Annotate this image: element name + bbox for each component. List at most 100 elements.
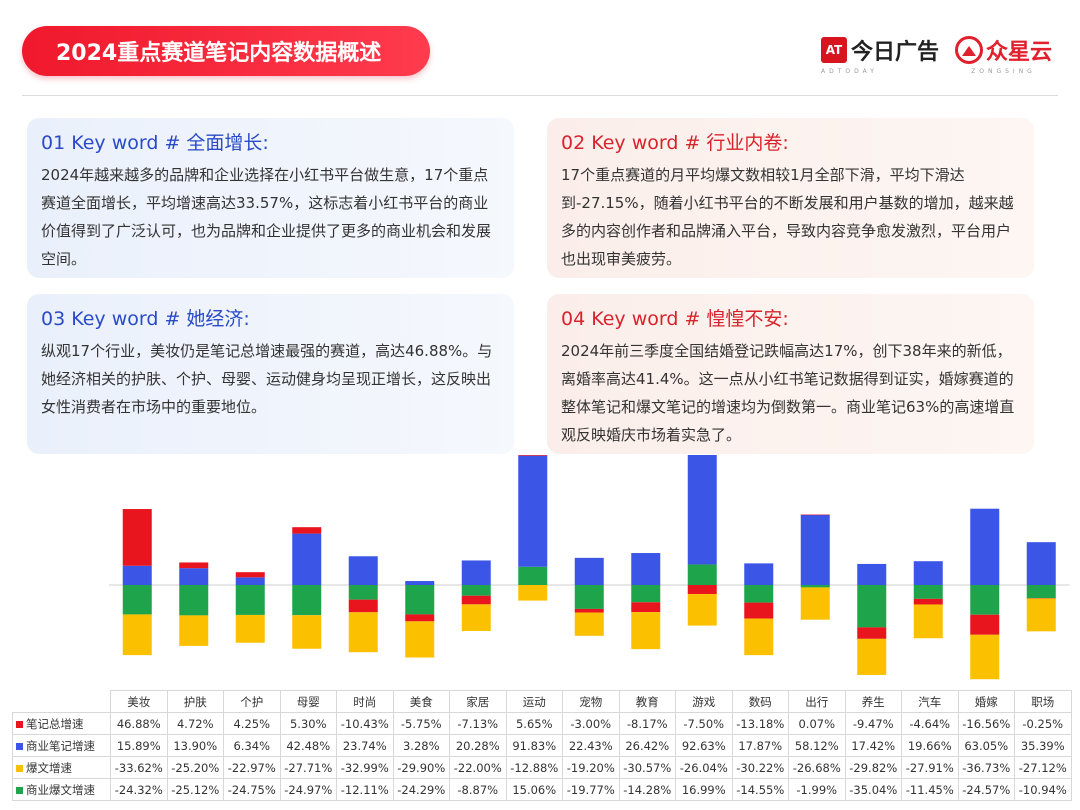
bar-segment	[970, 585, 1000, 615]
bar-segment	[122, 614, 152, 656]
bar-segment	[970, 614, 1000, 635]
keyword-title: 04 Key word # 惶惶不安:	[561, 308, 789, 330]
bar-segment	[179, 615, 209, 646]
bar-segment	[1026, 585, 1056, 599]
bar-segment	[292, 615, 322, 649]
bar-segment	[292, 585, 322, 616]
data-label: -4.64%	[901, 712, 959, 735]
data-label: 22.43%	[562, 734, 620, 757]
data-label: -26.04%	[675, 756, 733, 779]
zongsing-name: 众星云	[985, 40, 1052, 65]
bar-segment	[857, 585, 887, 628]
bar-segment	[800, 514, 830, 516]
keyword-text: 纵观17个行业，美妆仍是笔记总增速最强的赛道，高达46.88%。与她经济相关的护…	[41, 342, 493, 416]
data-label: -13.18%	[731, 712, 789, 735]
bar-segment	[857, 638, 887, 675]
data-label: 15.06%	[505, 778, 563, 801]
bar-segment	[687, 594, 717, 626]
bar-segment	[405, 614, 435, 622]
data-label: 17.42%	[844, 734, 902, 757]
bar-segment	[518, 566, 548, 585]
data-label: -0.25%	[1014, 712, 1072, 735]
data-label: 13.90%	[166, 734, 224, 757]
data-label: -24.75%	[223, 778, 281, 801]
bar-segment	[292, 527, 322, 534]
data-label: -24.57%	[957, 778, 1015, 801]
bar-segment	[122, 565, 152, 585]
data-label: -8.17%	[618, 712, 676, 735]
data-label: -33.62%	[110, 756, 168, 779]
zongsing-logo: 众星云 ZONGSING	[954, 34, 1052, 75]
bar-segment	[744, 602, 774, 619]
data-label: 4.72%	[166, 712, 224, 735]
category-label: 汽车	[901, 690, 959, 713]
bar-segment	[348, 599, 378, 613]
bar-segment	[687, 455, 717, 565]
bar-segment	[1026, 598, 1056, 632]
legend-swatch-icon	[16, 764, 23, 772]
bar-segment	[235, 577, 265, 585]
data-label: 5.30%	[279, 712, 337, 735]
data-label: -22.97%	[223, 756, 281, 779]
data-label: 35.39%	[1014, 734, 1072, 757]
category-label: 出行	[788, 690, 846, 713]
adtoday-badge-icon: AT	[820, 37, 847, 63]
data-label: -25.12%	[166, 778, 224, 801]
bar-segment	[405, 621, 435, 658]
bar-segment	[631, 553, 661, 585]
data-label: 17.87%	[731, 734, 789, 757]
data-label: -3.00%	[562, 712, 620, 735]
bar-segment	[461, 604, 491, 631]
series-label: 笔记总增速	[12, 712, 111, 735]
category-label: 游戏	[675, 690, 733, 713]
series-label: 爆文增速	[12, 756, 111, 779]
bar-segment	[179, 562, 209, 569]
bar-segment	[687, 585, 717, 595]
bar-segment	[631, 602, 661, 613]
data-label: -16.56%	[957, 712, 1015, 735]
table-body: 笔记总增速 46.88% 4.72% 4.25% 5.30% -10.43% -5.75% -…	[12, 712, 1072, 801]
bar-segment	[235, 585, 265, 615]
category-label: 美食	[392, 690, 450, 713]
category-label: 美妆	[110, 690, 168, 713]
adtoday-logo: AT 今日广告 ADTODAY	[820, 34, 939, 75]
bar-segment	[800, 587, 830, 620]
bar-segment	[574, 612, 604, 636]
data-label: 58.12%	[788, 734, 846, 757]
category-label: 宠物	[562, 690, 620, 713]
bar-segment	[970, 634, 1000, 680]
bar-segment	[970, 508, 1000, 585]
bar-segment	[348, 612, 378, 653]
bar-segment	[800, 585, 830, 588]
data-label: -26.68%	[788, 756, 846, 779]
table-header-row: 美妆 护肤 个护 母婴 时尚 美食 家居 运动 宠物 教育 游戏 数码 出行 养生 汽车 婚嫁 职场	[12, 690, 1072, 713]
table-row: 商业笔记增速 15.89% 13.90% 6.34% 42.48% 23.74% 3.28%…	[12, 734, 1072, 757]
stacked-bar-chart	[109, 455, 1070, 680]
data-label: -27.71%	[279, 756, 337, 779]
data-label: 91.83%	[505, 734, 563, 757]
bar-segment	[800, 514, 830, 585]
category-label: 母婴	[279, 690, 337, 713]
legend-swatch-icon	[16, 742, 23, 750]
data-label: 6.34%	[223, 734, 281, 757]
category-label: 个护	[223, 690, 281, 713]
data-label: -9.47%	[844, 712, 902, 735]
data-label: -19.20%	[562, 756, 620, 779]
data-label: 16.99%	[675, 778, 733, 801]
data-label: -24.97%	[279, 778, 337, 801]
data-label: -10.43%	[336, 712, 394, 735]
data-label: -1.99%	[788, 778, 846, 801]
bar-segment	[122, 509, 152, 566]
bar-segment	[348, 556, 378, 585]
data-label: -12.11%	[336, 778, 394, 801]
data-label: 20.28%	[449, 734, 507, 757]
legend-swatch-icon	[16, 786, 23, 794]
data-label: -14.28%	[618, 778, 676, 801]
bar-segment	[631, 585, 661, 603]
zongsing-sub: ZONGSING	[971, 68, 1036, 75]
data-label: 63.05%	[957, 734, 1015, 757]
data-label: -14.55%	[731, 778, 789, 801]
bar-segment	[518, 455, 548, 567]
category-label: 护肤	[166, 690, 224, 713]
keyword-text: 2024年越来越多的品牌和企业选择在小红书平台做生意，17个重点赛道全面增长，平…	[41, 166, 492, 268]
